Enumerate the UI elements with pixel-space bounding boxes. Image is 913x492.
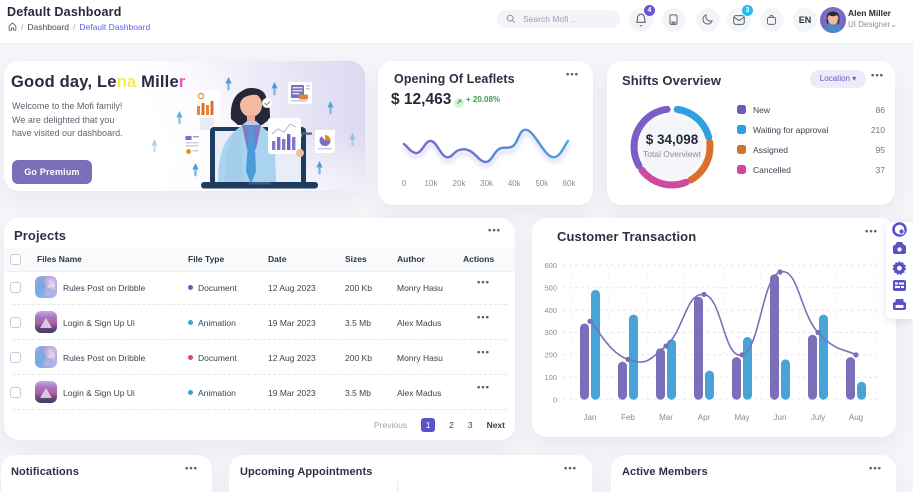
svg-text:Aug: Aug [849, 413, 863, 422]
svg-text:300: 300 [544, 328, 557, 337]
svg-text:0: 0 [553, 395, 557, 404]
svg-text:40k: 40k [508, 179, 522, 188]
svg-text:May: May [734, 413, 749, 422]
svg-text:500: 500 [544, 283, 557, 292]
svg-text:600: 600 [544, 261, 557, 270]
svg-text:July: July [811, 413, 825, 422]
svg-text:Jan: Jan [584, 413, 597, 422]
svg-text:Jun: Jun [774, 413, 787, 422]
svg-text:10k: 10k [425, 179, 439, 188]
svg-text:Apr: Apr [698, 413, 711, 422]
svg-text:Feb: Feb [621, 413, 635, 422]
svg-text:0: 0 [402, 179, 407, 188]
svg-text:30k: 30k [480, 179, 494, 188]
svg-text:50k: 50k [535, 179, 549, 188]
svg-text:Mar: Mar [659, 413, 673, 422]
svg-text:60k: 60k [563, 179, 577, 188]
svg-text:400: 400 [544, 306, 557, 315]
svg-text:20k: 20k [453, 179, 467, 188]
svg-text:100: 100 [544, 373, 557, 382]
svg-text:200: 200 [544, 351, 557, 360]
